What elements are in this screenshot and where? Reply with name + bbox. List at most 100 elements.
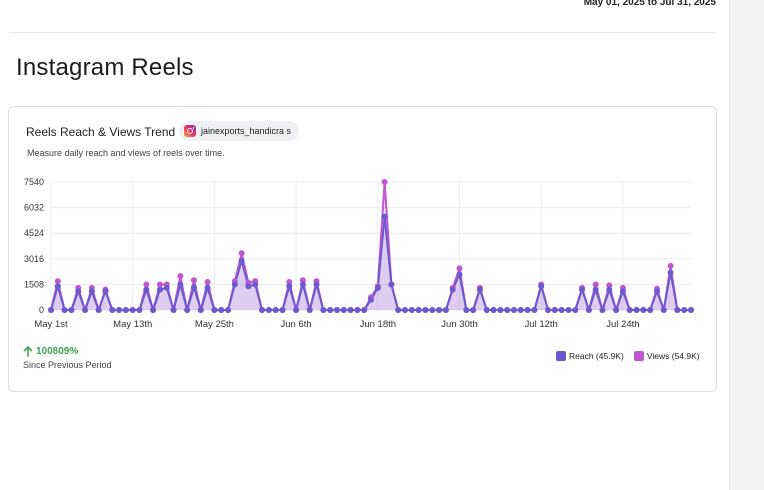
- data-point-reach: [572, 307, 579, 313]
- data-point-reach: [293, 307, 300, 313]
- data-point-views: [592, 281, 599, 288]
- data-point-reach: [510, 307, 517, 313]
- data-point-reach: [429, 307, 436, 313]
- card-subtitle: Measure daily reach and views of reels o…: [27, 148, 225, 158]
- data-point-reach: [633, 307, 640, 313]
- data-point-reach: [436, 307, 443, 313]
- y-tick-label: 7540: [24, 177, 44, 187]
- data-point-reach: [327, 307, 334, 313]
- data-point-views: [238, 250, 245, 257]
- data-point-reach: [531, 307, 538, 313]
- data-point-reach: [109, 307, 116, 313]
- data-point-reach: [470, 307, 477, 313]
- data-point-reach: [61, 307, 68, 313]
- data-point-views: [606, 282, 613, 289]
- data-point-reach: [190, 284, 197, 291]
- data-point-views: [286, 278, 293, 285]
- data-point-reach: [558, 307, 565, 313]
- growth-indicator: 100809%: [23, 346, 78, 357]
- data-point-views: [143, 281, 150, 288]
- growth-label: Since Previous Period: [23, 360, 112, 370]
- y-tick-label: 4524: [24, 228, 44, 238]
- reels-chart[interactable]: 0 1508 3016 4524 6032 7540 May 1st May 13th May …: [9, 107, 716, 337]
- data-point-reach: [381, 213, 388, 220]
- data-point-views: [456, 265, 463, 272]
- data-point-reach: [606, 286, 613, 293]
- data-point-reach: [361, 307, 368, 313]
- x-tick-label: Jun 6th: [281, 319, 312, 330]
- data-point-reach: [265, 307, 272, 313]
- data-point-reach: [688, 307, 694, 313]
- data-point-reach: [402, 307, 409, 313]
- data-point-reach: [272, 307, 279, 313]
- x-tick-label: Jun 30th: [441, 319, 477, 330]
- data-point-reach: [313, 281, 320, 288]
- date-range[interactable]: May 01, 2025 to Jul 31, 2025: [583, 0, 716, 8]
- data-point-reach: [538, 283, 545, 290]
- card-title: Reels Reach & Views Trend: [26, 125, 176, 139]
- data-point-reach: [551, 307, 558, 313]
- legend-swatch-reach: [556, 351, 566, 361]
- data-point-reach: [204, 284, 211, 291]
- legend-label-views: Views (54.9K): [646, 351, 700, 361]
- data-point-reach: [259, 307, 266, 313]
- data-point-reach: [197, 307, 204, 313]
- instagram-icon: [184, 125, 196, 137]
- data-point-reach: [647, 307, 654, 313]
- chart-legend: Reach (45.9K) Views (54.9K): [556, 351, 700, 361]
- data-point-reach: [347, 307, 354, 313]
- data-point-reach: [456, 271, 463, 278]
- growth-value: 100809%: [36, 346, 79, 357]
- data-point-reach: [116, 307, 123, 313]
- data-point-reach: [68, 307, 75, 313]
- x-tick-label: May 13th: [113, 319, 152, 330]
- data-point-reach: [592, 286, 599, 293]
- data-point-reach: [681, 307, 688, 313]
- data-point-reach: [82, 307, 89, 313]
- data-point-reach: [88, 288, 95, 295]
- legend-item-reach[interactable]: Reach (45.9K): [556, 351, 624, 361]
- data-point-reach: [490, 307, 497, 313]
- data-point-reach: [150, 307, 157, 313]
- right-rail: [729, 0, 764, 490]
- data-point-reach: [340, 307, 347, 313]
- account-name: jainexports_handicra s: [201, 126, 292, 136]
- data-point-views: [156, 281, 163, 288]
- data-point-reach: [170, 307, 177, 313]
- data-point-views: [381, 179, 388, 185]
- data-point-reach: [626, 307, 633, 313]
- data-point-reach: [388, 281, 395, 288]
- data-point-reach: [545, 307, 552, 313]
- data-point-reach: [613, 307, 620, 313]
- data-point-reach: [306, 307, 313, 313]
- page-title: Instagram Reels: [16, 54, 194, 81]
- header-divider: [9, 32, 716, 33]
- data-point-reach: [163, 284, 170, 291]
- data-point-reach: [279, 307, 286, 313]
- data-point-reach: [640, 307, 647, 313]
- legend-item-views[interactable]: Views (54.9K): [633, 351, 700, 361]
- data-point-reach: [286, 283, 293, 290]
- data-point-reach: [143, 286, 150, 293]
- account-chip[interactable]: jainexports_handicra s: [179, 121, 300, 141]
- data-point-reach: [211, 307, 218, 313]
- data-point-views: [177, 273, 184, 280]
- data-point-reach: [225, 307, 232, 313]
- data-point-reach: [231, 281, 238, 288]
- data-point-reach: [95, 307, 102, 313]
- data-point-reach: [156, 286, 163, 293]
- data-point-reach: [218, 307, 225, 313]
- data-point-reach: [368, 296, 374, 303]
- data-point-views: [190, 277, 197, 284]
- x-tick-label: Jul 24th: [606, 319, 639, 330]
- data-point-reach: [75, 288, 82, 295]
- legend-swatch-views: [633, 351, 644, 361]
- data-point-reach: [122, 307, 129, 313]
- y-tick-label: 0: [39, 305, 44, 315]
- data-point-reach: [184, 307, 191, 313]
- data-point-reach: [517, 307, 524, 313]
- data-point-reach: [245, 283, 252, 290]
- data-point-reach: [48, 307, 54, 313]
- data-point-reach: [177, 281, 184, 288]
- data-point-reach: [660, 307, 667, 313]
